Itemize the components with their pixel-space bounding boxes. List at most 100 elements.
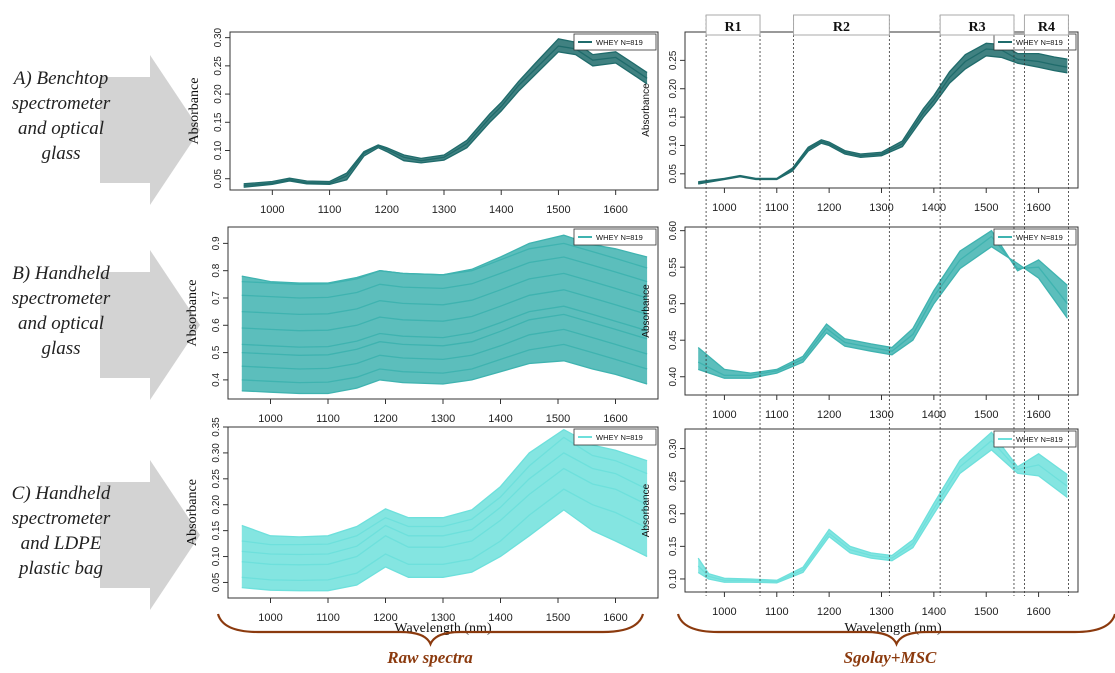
x-tick-label: 1100	[318, 204, 342, 216]
x-tick-label: 1400	[489, 204, 513, 216]
x-axis-label: Wavelength (nm)	[844, 621, 942, 636]
x-tick-label: 1200	[373, 413, 397, 425]
legend-box	[993, 430, 1077, 448]
y-tick-label: 0.4	[211, 373, 222, 387]
y-tick-label: 0.30	[211, 443, 222, 463]
y-tick-label: 0.30	[668, 438, 679, 458]
x-tick-label: 1500	[546, 413, 570, 425]
spectrum-line	[697, 245, 1068, 379]
x-tick-label: 1100	[765, 606, 789, 618]
legend-label: WHEY N=819	[596, 233, 643, 242]
panel-msc-B: 1000 1100 1200 1300 1400 1500 1600 0.40 0.45 0.50…	[641, 220, 1079, 421]
x-tick-label: 1500	[974, 202, 998, 214]
legend-box	[993, 228, 1077, 246]
spectrum-line	[241, 436, 648, 546]
row-label-b: B) Handheld spectrometer and optical gla…	[11, 263, 111, 359]
panel-msc-A: 1000 1100 1200 1300 1400 1500 1600 0.05 0.10 0.15…	[641, 31, 1079, 214]
region-label: R1	[724, 20, 741, 35]
y-tick-label: 0.15	[668, 536, 679, 556]
y-axis-label: Absorbance	[641, 483, 652, 537]
y-tick-label: 0.15	[668, 107, 679, 127]
y-tick-label: 0.15	[211, 520, 222, 540]
region-header-box	[793, 14, 890, 36]
y-tick-label: 0.5	[211, 345, 222, 359]
y-tick-label: 0.25	[668, 471, 679, 491]
spectrum-line	[241, 328, 648, 370]
x-tick-label: 1600	[1026, 202, 1050, 214]
y-tick-label: 0.8	[211, 263, 222, 277]
spectrum-line	[241, 272, 648, 316]
x-tick-label: 1500	[974, 409, 998, 421]
bracket-brace	[216, 613, 645, 647]
spectrum-line	[241, 488, 648, 582]
x-tick-label: 1200	[817, 606, 841, 618]
legend-label: WHEY N=819	[596, 38, 643, 47]
y-tick-label: 0.55	[668, 257, 679, 277]
legend-label: WHEY N=819	[1016, 233, 1063, 242]
y-axis-label: Absorbance	[641, 284, 652, 338]
row-arrow-icon	[100, 460, 200, 610]
y-axis-label: Absorbance	[641, 83, 652, 137]
y-tick-label: 0.35	[211, 417, 222, 437]
x-tick-label: 1100	[765, 409, 789, 421]
y-tick-label: 0.25	[213, 56, 224, 76]
spectrum-line	[241, 289, 648, 332]
row-arrow-icon	[100, 55, 200, 205]
spectrum-line	[697, 235, 1068, 376]
y-tick-label: 0.10	[211, 546, 222, 566]
panel-msc-C: 1000 1100 1200 1300 1400 1500 1600 0.10 0.15 0.20…	[641, 428, 1079, 618]
bracket-brace	[676, 613, 1115, 647]
x-tick-label: 1500	[546, 612, 570, 624]
spectrum-line	[698, 48, 1068, 184]
spectrum-line	[698, 55, 1068, 185]
spectra-band	[241, 235, 648, 394]
x-tick-label: 1000	[258, 413, 282, 425]
spectrum-line	[241, 256, 648, 299]
y-axis-label: Absorbance	[187, 78, 202, 145]
panel-raw-B: 1000 1100 1200 1300 1400 1500 1600 0.4 0.5 0.6 0.7…	[185, 226, 659, 425]
region-label: R3	[968, 20, 985, 35]
x-tick-label: 1000	[260, 204, 284, 216]
plot-frame	[684, 428, 1079, 593]
spectrum-line	[241, 313, 648, 356]
x-tick-label: 1400	[922, 409, 946, 421]
x-tick-label: 1300	[431, 413, 455, 425]
y-tick-label: 0.50	[668, 294, 679, 314]
legend-label: WHEY N=819	[596, 433, 643, 442]
spectrum-line	[241, 305, 648, 348]
legend-label: WHEY N=819	[1016, 38, 1063, 47]
x-tick-label: 1000	[258, 612, 282, 624]
y-tick-label: 0.7	[211, 291, 222, 305]
x-tick-label: 1600	[603, 204, 627, 216]
spectrum-line	[241, 452, 648, 556]
spectrum-line	[241, 360, 648, 395]
spectrum-line	[697, 439, 1068, 583]
y-tick-label: 0.10	[668, 135, 679, 155]
y-tick-label: 0.20	[211, 495, 222, 515]
x-tick-label: 1000	[712, 409, 736, 421]
x-tick-label: 1400	[922, 606, 946, 618]
spectra-band	[241, 429, 648, 591]
spectra-band	[698, 43, 1068, 184]
x-tick-label: 1000	[712, 202, 736, 214]
caption-raw-spectra: Raw spectra	[387, 648, 473, 667]
region-header-box	[1023, 14, 1069, 36]
region-label: R4	[1038, 20, 1055, 35]
legend-box	[573, 428, 657, 446]
spectrum-line	[243, 51, 648, 188]
y-tick-label: 0.05	[668, 164, 679, 184]
x-tick-label: 1600	[603, 612, 627, 624]
y-tick-label: 0.40	[668, 367, 679, 387]
x-tick-label: 1500	[546, 204, 570, 216]
legend-label: WHEY N=819	[1016, 435, 1063, 444]
x-tick-label: 1600	[1026, 606, 1050, 618]
x-tick-label: 1200	[375, 204, 399, 216]
x-tick-label: 1600	[603, 413, 627, 425]
y-tick-label: 0.60	[668, 220, 679, 240]
x-tick-label: 1400	[488, 413, 512, 425]
y-tick-label: 0.10	[213, 140, 224, 160]
caption-sgolay-msc: Sgolay+MSC	[843, 648, 937, 667]
y-tick-label: 0.20	[213, 84, 224, 104]
